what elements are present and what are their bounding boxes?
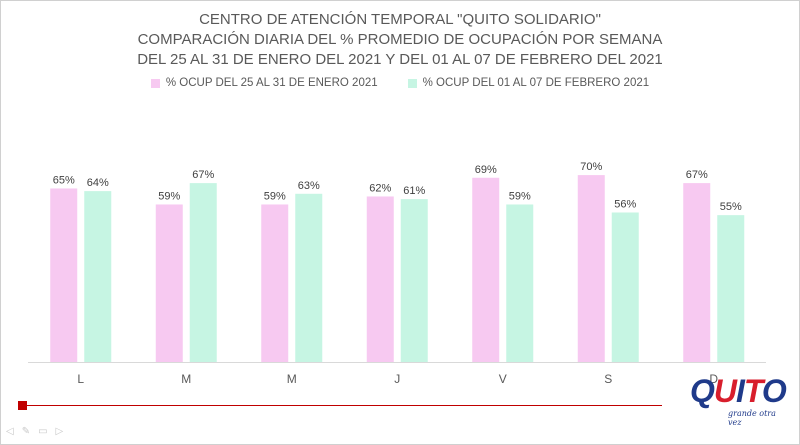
progress-line [22,405,662,406]
legend-item-febrero: % OCUP DEL 01 AL 07 DE FEBRERO 2021 [407,77,650,89]
legend-label-febrero: % OCUP DEL 01 AL 07 DE FEBRERO 2021 [422,77,650,89]
data-label: 63% [298,180,320,192]
data-label: 56% [614,198,636,210]
data-label: 70% [580,161,602,173]
bar-enero [472,177,500,362]
title-line-2: COMPARACIÓN DIARIA DEL % PROMEDIO DE OCU… [137,31,663,48]
logo-letter: Q [690,373,715,409]
data-label: 69% [475,164,497,176]
x-tick-label: D [709,372,718,386]
x-tick-label: M [287,372,297,386]
title-line-1: CENTRO DE ATENCIÓN TEMPORAL "QUITO SOLID… [199,11,601,28]
data-label: 67% [686,169,708,181]
bar-enero [577,175,605,362]
x-tick-label: S [604,372,612,386]
data-label: 65% [53,174,75,186]
data-label: 67% [192,169,214,181]
bar-enero [366,196,394,362]
data-label: 62% [369,182,391,194]
bar-enero [683,183,711,362]
bar-febrero [295,193,323,362]
logo-letter: T [743,373,763,409]
title-line-3: DEL 25 AL 31 DE ENERO DEL 2021 Y DEL 01 … [137,51,663,68]
next-slide-icon[interactable]: ▷ [55,426,64,437]
logo-subtitle: grande otra vez [728,409,776,427]
logo-wordmark: QUITO [690,375,790,407]
bar-enero [50,188,78,362]
data-label: 59% [509,190,531,202]
x-tick-label: J [394,372,400,386]
bar-enero [261,204,289,362]
x-tick-label: L [77,372,84,386]
logo-letter: O [761,373,787,409]
data-label: 59% [158,190,180,202]
chart-title: CENTRO DE ATENCIÓN TEMPORAL "QUITO SOLID… [0,10,800,70]
pen-icon[interactable]: ✎ [21,426,31,437]
legend-item-enero: % OCUP DEL 25 AL 31 DE ENERO 2021 [150,77,378,89]
data-label: 59% [264,190,286,202]
legend-swatch-enero [150,78,160,88]
x-tick-label: M [181,372,191,386]
legend-label-enero: % OCUP DEL 25 AL 31 DE ENERO 2021 [165,77,378,89]
prev-slide-icon[interactable]: ◁ [6,426,14,437]
bar-febrero [189,183,217,362]
data-label: 55% [720,201,742,213]
legend-swatch-febrero [407,78,417,88]
logo-letter: U [713,373,737,409]
quito-logo: QUITO grande otra vez [690,375,790,427]
chart-legend: % OCUP DEL 25 AL 31 DE ENERO 2021 % OCUP… [0,77,800,89]
bar-febrero [506,204,534,362]
bar-enero [155,204,183,362]
data-label: 64% [87,177,109,189]
slide-controls: ◁ ✎ ▭ ▷ [6,426,63,437]
x-tick-label: V [499,372,507,386]
logo-letter: I [736,373,745,409]
data-label: 61% [403,185,425,197]
slide-view-icon[interactable]: ▭ [38,426,48,437]
bar-febrero [611,212,639,362]
bar-febrero [717,215,745,362]
bar-febrero [84,191,112,362]
bar-febrero [400,199,428,362]
